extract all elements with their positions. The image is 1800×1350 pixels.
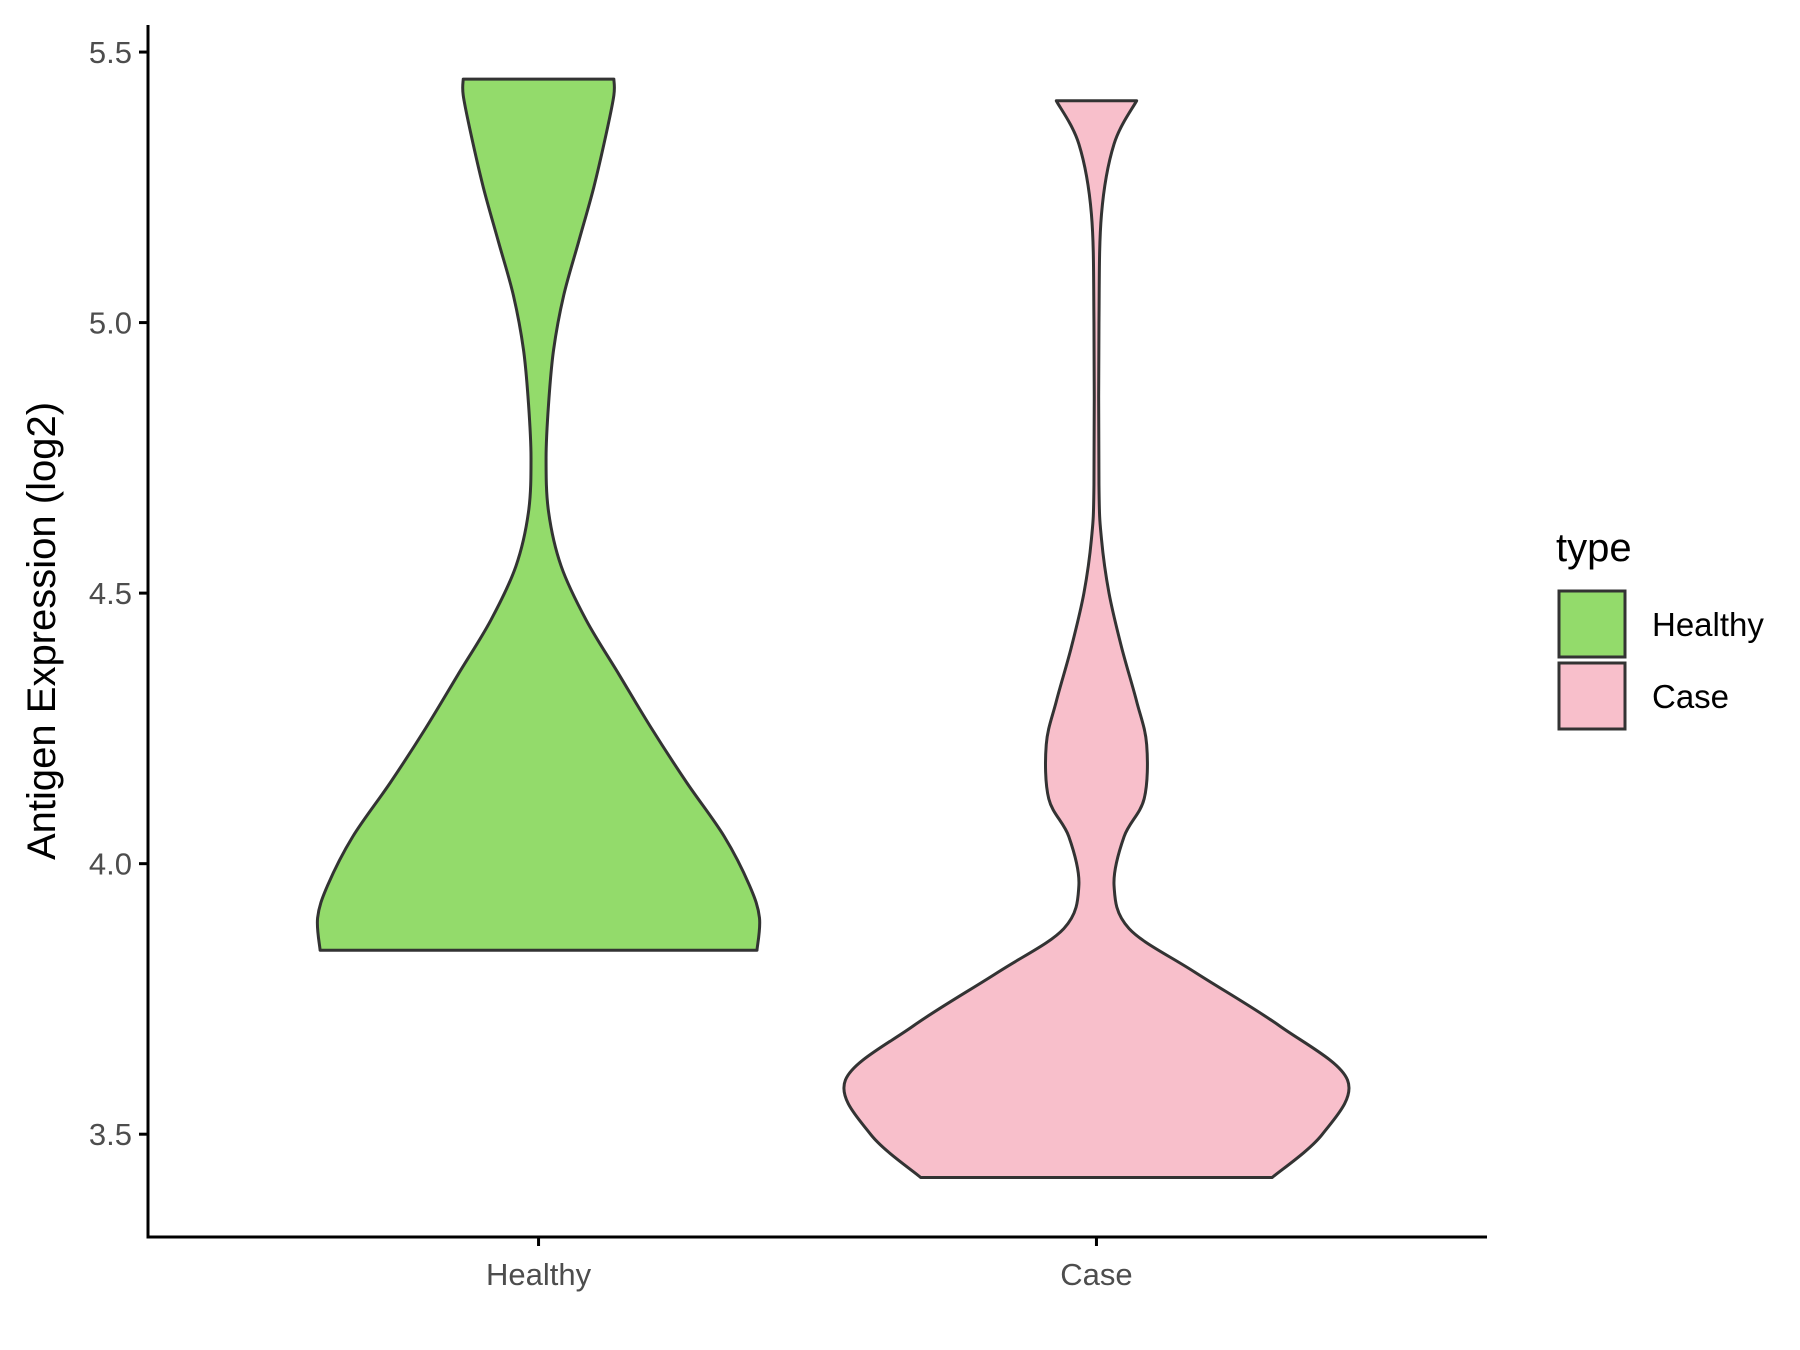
y-tick-label: 5.5	[89, 35, 132, 70]
legend-label: Case	[1652, 678, 1729, 715]
legend-title: type	[1556, 526, 1632, 570]
x-tick-label: Healthy	[486, 1257, 592, 1292]
y-tick-label: 4.5	[89, 576, 132, 611]
legend-key-case	[1557, 661, 1627, 731]
y-tick-label: 3.5	[89, 1117, 132, 1152]
legend: type Healthy Case	[1556, 526, 1764, 731]
plot-area: 3.5 4.0 4.5 5.0 5.5 Healthy Case	[89, 25, 1487, 1292]
violin-healthy	[315, 77, 762, 952]
y-axis-ticks: 3.5 4.0 4.5 5.0 5.5	[89, 35, 148, 1152]
legend-key-healthy	[1557, 589, 1627, 659]
x-axis-ticks: Healthy Case	[486, 1237, 1133, 1292]
x-tick-label: Case	[1060, 1257, 1132, 1292]
y-tick-label: 5.0	[89, 306, 132, 341]
legend-label: Healthy	[1652, 606, 1764, 643]
legend-items: Healthy Case	[1557, 589, 1764, 731]
y-tick-label: 4.0	[89, 847, 132, 882]
y-axis-title: Antigen Expression (log2)	[20, 402, 64, 860]
violin-case	[842, 99, 1351, 1179]
violins	[315, 77, 1351, 1179]
